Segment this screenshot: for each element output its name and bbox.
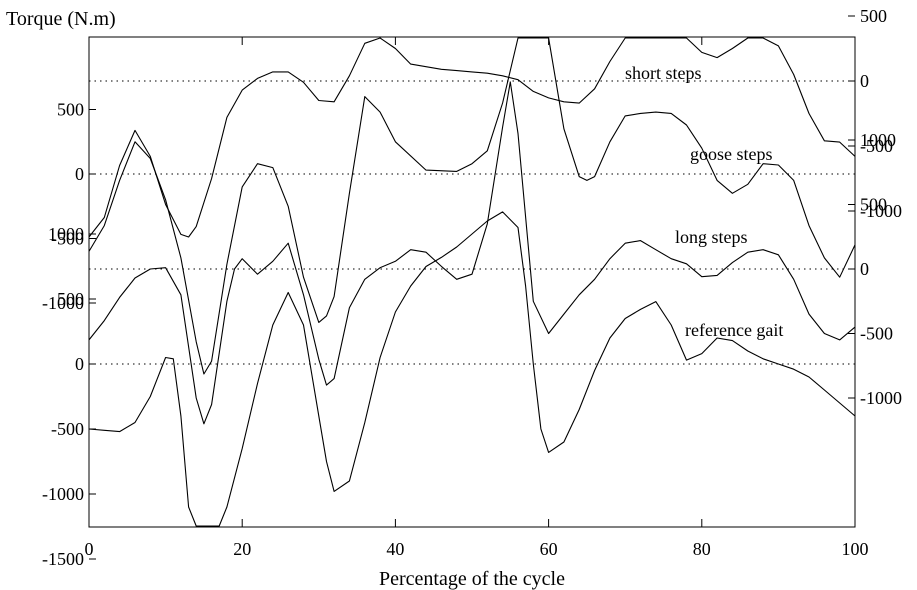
plot-frame bbox=[88, 36, 856, 528]
x-tick-label: 0 bbox=[85, 539, 94, 559]
y-tick-label: -1000 bbox=[42, 293, 84, 313]
y-tick-label: -1000 bbox=[42, 484, 84, 504]
y-tick-label: 0 bbox=[75, 164, 84, 184]
y-tick-label: -500 bbox=[860, 324, 893, 344]
x-tick-label: 100 bbox=[842, 539, 869, 559]
y-axis-label: Torque (N.m) bbox=[6, 8, 116, 30]
y-tick-label: 1000 bbox=[48, 224, 84, 244]
x-axis-label: Percentage of the cycle bbox=[379, 568, 565, 590]
y-tick-label: 0 bbox=[860, 259, 869, 279]
y-tick-label: 500 bbox=[57, 289, 84, 309]
x-tick-label: 60 bbox=[540, 539, 558, 559]
y-tick-label: -1000 bbox=[860, 388, 902, 408]
series-line-reference-gait bbox=[88, 211, 856, 527]
series-label: long steps bbox=[675, 227, 748, 247]
y-tick-label: -1500 bbox=[42, 549, 84, 569]
y-tick-label: -1000 bbox=[860, 201, 902, 221]
y-tick-label: 0 bbox=[75, 354, 84, 374]
series-line-goose-steps bbox=[88, 37, 856, 375]
y-tick-label: 500 bbox=[57, 100, 84, 120]
x-tick-label: 80 bbox=[693, 539, 711, 559]
y-tick-label: -500 bbox=[860, 136, 893, 156]
y-tick-label: 500 bbox=[860, 195, 887, 215]
series-label: goose steps bbox=[690, 144, 773, 164]
x-tick-label: 40 bbox=[386, 539, 404, 559]
x-tick-label: 20 bbox=[233, 539, 251, 559]
y-tick-label: 0 bbox=[860, 71, 869, 91]
series-label: short steps bbox=[625, 63, 702, 83]
series-label: reference gait bbox=[685, 320, 783, 340]
y-tick-label: 500 bbox=[860, 6, 887, 26]
series-line-long-steps bbox=[88, 81, 856, 425]
y-tick-label: -500 bbox=[51, 229, 84, 249]
y-tick-label: 1000 bbox=[860, 130, 896, 150]
series-line-short-steps bbox=[88, 37, 856, 238]
y-tick-label: -500 bbox=[51, 419, 84, 439]
